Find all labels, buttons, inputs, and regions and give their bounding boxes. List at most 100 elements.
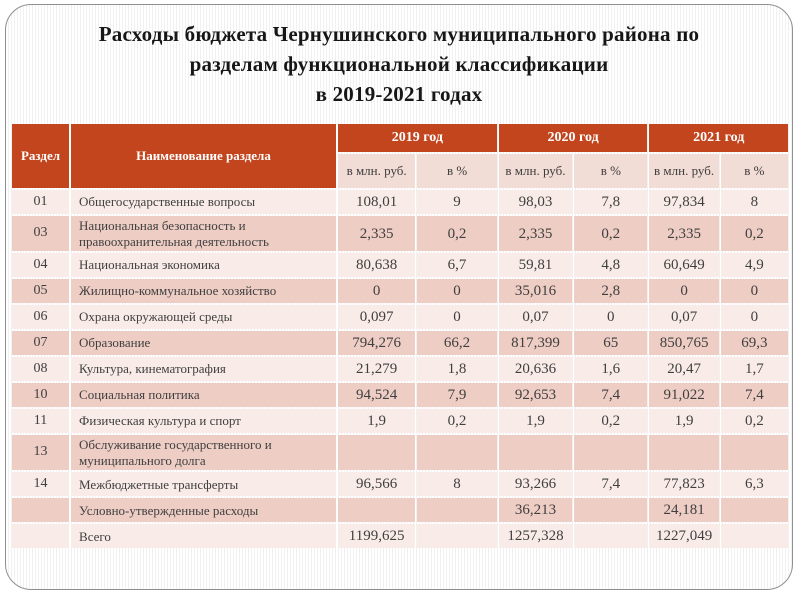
cell-section-name: Условно-утвержденные расходы (71, 498, 336, 523)
cell-value: 1,7 (720, 357, 788, 382)
cell-value: 7,4 (574, 383, 648, 408)
cell-section-name: Межбюджетные трансферты (71, 472, 336, 497)
cell-value: 91,022 (649, 383, 719, 408)
cell-section-name: Национальная безопасность и правоохранит… (71, 216, 336, 252)
cell-value (417, 498, 497, 523)
table-row: Условно-утвержденные расходы 36,213 24,181 (12, 498, 788, 523)
cell-section-name: Всего (71, 524, 336, 549)
cell-section-code: 01 (12, 190, 70, 214)
cell-value: 2,335 (649, 216, 719, 252)
cell-value: 2,8 (574, 279, 648, 304)
cell-value: 77,823 (649, 472, 719, 497)
cell-value: 24,181 (649, 498, 719, 523)
cell-value: 0 (337, 279, 416, 304)
cell-value (574, 435, 648, 471)
cell-value: 4,9 (720, 253, 788, 278)
cell-value: 93,266 (498, 472, 573, 497)
col-header-2019-mln: в млн. руб. (337, 154, 416, 188)
table-row: 01 Общегосударственные вопросы 108,01 9 98,0… (12, 190, 788, 214)
col-header-2021-mln: в млн. руб. (649, 154, 719, 188)
cell-value: 1,6 (574, 357, 648, 382)
cell-value (498, 435, 573, 471)
slide: Расходы бюджета Чернушинского муниципаль… (5, 4, 793, 590)
cell-value: 97,834 (649, 190, 719, 214)
cell-section-name: Обслуживание государственного и муниципа… (71, 435, 336, 471)
cell-value: 20,636 (498, 357, 573, 382)
table-row: 05 Жилищно-коммунальное хозяйство 0 0 35,016… (12, 279, 788, 304)
cell-value: 2,335 (498, 216, 573, 252)
cell-value: 0 (720, 279, 788, 304)
table-row: 11 Физическая культура и спорт 1,9 0,2 1,9 0,… (12, 409, 788, 434)
cell-section-code: 08 (12, 357, 70, 382)
cell-value: 4,8 (574, 253, 648, 278)
cell-section-code (12, 524, 70, 549)
cell-value: 794,276 (337, 331, 416, 356)
table-row: 03 Национальная безопасность и правоохран… (12, 216, 788, 252)
cell-value: 0,2 (417, 216, 497, 252)
cell-section-name: Жилищно-коммунальное хозяйство (71, 279, 336, 304)
cell-section-name: Национальная экономика (71, 253, 336, 278)
col-header-2021-pct: в % (720, 154, 788, 188)
slide-title: Расходы бюджета Чернушинского муниципаль… (6, 19, 792, 109)
table-row: 04 Национальная экономика 80,638 6,7 59,81 4,… (12, 253, 788, 278)
cell-value: 6,7 (417, 253, 497, 278)
table-header-row-units: в млн. руб. в % в млн. руб. в % в млн. р… (12, 154, 788, 188)
col-header-2020-mln: в млн. руб. (498, 154, 573, 188)
cell-value: 1,8 (417, 357, 497, 382)
col-header-section: Раздел (12, 124, 70, 188)
cell-value: 0,2 (417, 409, 497, 434)
cell-value: 92,653 (498, 383, 573, 408)
cell-value: 7,4 (574, 472, 648, 497)
cell-section-code: 10 (12, 383, 70, 408)
cell-value: 6,3 (720, 472, 788, 497)
cell-value: 7,9 (417, 383, 497, 408)
cell-value: 1,9 (337, 409, 416, 434)
cell-section-name: Общегосударственные вопросы (71, 190, 336, 214)
cell-value: 8 (417, 472, 497, 497)
cell-section-code: 13 (12, 435, 70, 471)
cell-value (417, 435, 497, 471)
cell-value: 1257,328 (498, 524, 573, 549)
col-header-section-name: Наименование раздела (71, 124, 336, 188)
col-header-year-2020: 2020 год (498, 124, 648, 152)
cell-value (720, 435, 788, 471)
cell-value (649, 435, 719, 471)
cell-value: 850,765 (649, 331, 719, 356)
cell-value: 0 (649, 279, 719, 304)
cell-section-code (12, 498, 70, 523)
col-header-year-2019: 2019 год (337, 124, 497, 152)
cell-value: 7,8 (574, 190, 648, 214)
cell-section-code: 04 (12, 253, 70, 278)
cell-value: 9 (417, 190, 497, 214)
slide-title-line-2: разделам функциональной классификации (189, 52, 609, 76)
slide-title-line-1: Расходы бюджета Чернушинского муниципаль… (98, 22, 700, 46)
col-header-year-2021: 2021 год (649, 124, 788, 152)
col-header-2019-pct: в % (417, 154, 497, 188)
table-row: Всего 1199,625 1257,328 1227,049 (12, 524, 788, 549)
cell-value: 1,9 (498, 409, 573, 434)
cell-value (337, 435, 416, 471)
cell-value: 0 (417, 279, 497, 304)
cell-section-code: 07 (12, 331, 70, 356)
cell-value: 0 (574, 305, 648, 330)
cell-section-name: Образование (71, 331, 336, 356)
budget-table: Раздел Наименование раздела 2019 год 202… (10, 122, 790, 550)
cell-value: 59,81 (498, 253, 573, 278)
budget-table-body: 01 Общегосударственные вопросы 108,01 9 98,0… (12, 190, 788, 549)
col-header-2020-pct: в % (574, 154, 648, 188)
cell-value: 80,638 (337, 253, 416, 278)
cell-value: 60,649 (649, 253, 719, 278)
table-row: 08 Культура, кинематография 21,279 1,8 20,63… (12, 357, 788, 382)
cell-value: 0,2 (574, 409, 648, 434)
cell-value: 94,524 (337, 383, 416, 408)
cell-section-code: 11 (12, 409, 70, 434)
cell-value: 0,097 (337, 305, 416, 330)
table-row: 10 Социальная политика 94,524 7,9 92,653 7,4 9… (12, 383, 788, 408)
cell-value: 1199,625 (337, 524, 416, 549)
table-header-row-years: Раздел Наименование раздела 2019 год 202… (12, 124, 788, 188)
cell-value: 69,3 (720, 331, 788, 356)
cell-section-code: 03 (12, 216, 70, 252)
cell-value: 0,2 (720, 216, 788, 252)
cell-section-name: Охрана окружающей среды (71, 305, 336, 330)
cell-value: 0 (417, 305, 497, 330)
